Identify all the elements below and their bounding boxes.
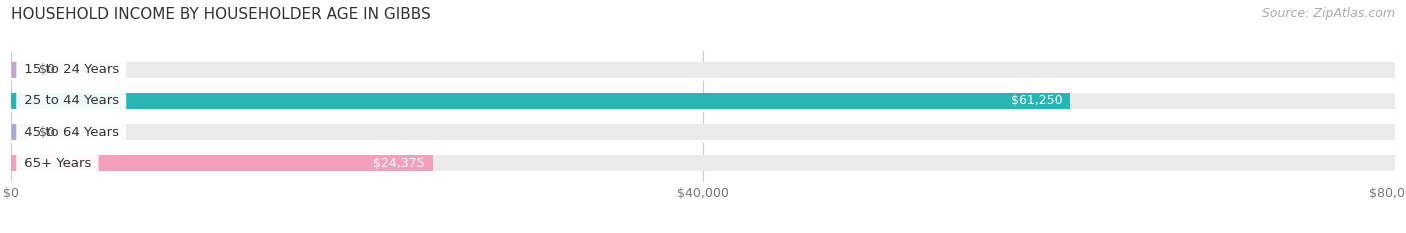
Text: $61,250: $61,250 [1011, 94, 1062, 107]
Text: Source: ZipAtlas.com: Source: ZipAtlas.com [1261, 7, 1395, 20]
FancyBboxPatch shape [11, 124, 28, 140]
FancyBboxPatch shape [11, 62, 28, 78]
Text: $0: $0 [39, 126, 55, 139]
Text: 45 to 64 Years: 45 to 64 Years [20, 126, 122, 139]
Bar [11, 93, 1070, 109]
Text: $24,375: $24,375 [373, 157, 425, 170]
Text: 15 to 24 Years: 15 to 24 Years [20, 63, 124, 76]
Bar [11, 124, 1395, 140]
Text: 25 to 44 Years: 25 to 44 Years [20, 94, 122, 107]
Bar [11, 62, 1395, 78]
Text: $0: $0 [39, 63, 55, 76]
Bar [11, 155, 1395, 171]
Bar [11, 93, 1395, 109]
Text: HOUSEHOLD INCOME BY HOUSEHOLDER AGE IN GIBBS: HOUSEHOLD INCOME BY HOUSEHOLDER AGE IN G… [11, 7, 432, 22]
Text: 65+ Years: 65+ Years [20, 157, 96, 170]
Bar [11, 155, 433, 171]
